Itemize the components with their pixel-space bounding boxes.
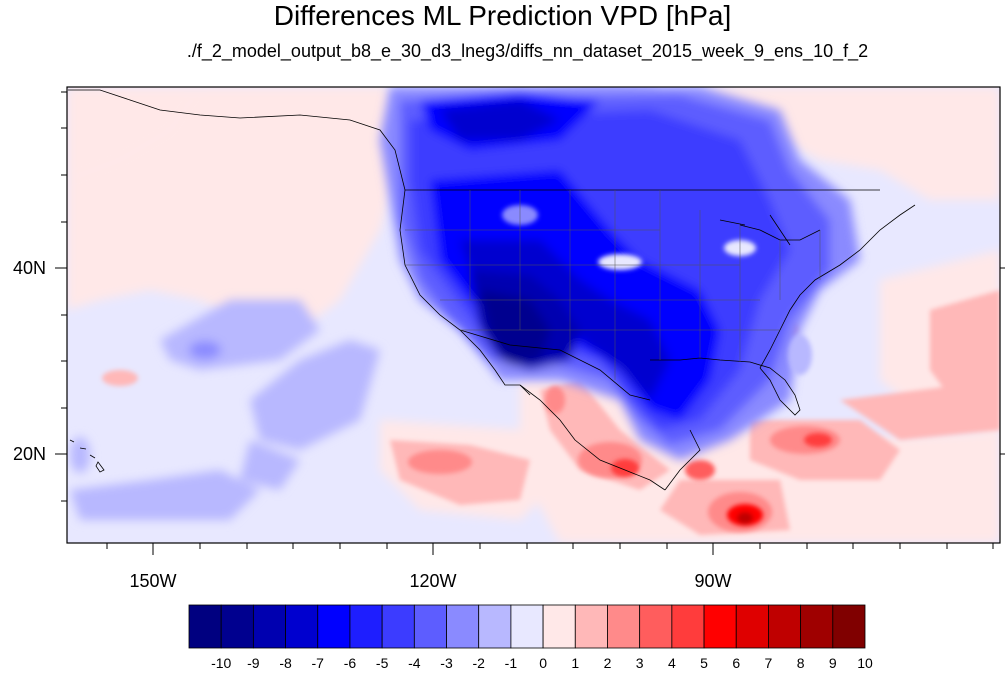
colorbar-swatch [542, 604, 576, 649]
colorbar-tick-label: -7 [311, 655, 324, 671]
colorbar-swatch [671, 604, 705, 649]
colorbar-tick-label: -10 [211, 655, 232, 671]
colorbar-swatch [574, 604, 608, 649]
colorbar-tick-label: 1 [571, 655, 580, 671]
colorbar-swatch [413, 604, 447, 649]
colorbar-tick-label: 5 [700, 655, 708, 671]
colorbar-swatch [510, 604, 544, 649]
colorbar-swatch [349, 604, 383, 649]
colorbar-tick-label: 0 [539, 655, 547, 671]
colorbar-tick-label: -2 [472, 655, 485, 671]
colorbar [188, 604, 866, 649]
colorbar-tick-label: 4 [667, 655, 676, 671]
colorbar-tick-label: 7 [764, 655, 773, 671]
colorbar-swatch [381, 604, 415, 649]
colorbar-tick-label: 10 [857, 655, 873, 671]
colorbar-tick-label: -6 [343, 655, 357, 671]
colorbar-swatch [639, 604, 673, 649]
colorbar-tick-label: -4 [408, 655, 421, 671]
colorbar-tick-label: 9 [828, 655, 837, 671]
hawaii-islands [69, 439, 105, 473]
colorbar-swatch [252, 604, 286, 649]
colorbar-swatch [832, 604, 866, 649]
lat-ticks [55, 91, 1005, 502]
colorbar-swatch [285, 604, 319, 649]
colorbar-swatch [607, 604, 641, 649]
colorbar-tick-label: -1 [504, 655, 518, 671]
colorbar-swatch [188, 604, 222, 649]
field-layer [67, 87, 1000, 543]
chart-subtitle: ./f_2_model_output_b8_e_30_d3_lneg3/diff… [186, 41, 869, 61]
colorbar-swatch [478, 604, 512, 649]
chart-title: Differences ML Prediction VPD [hPa] [273, 0, 732, 31]
colorbar-tick-label: -5 [375, 655, 389, 671]
colorbar-swatch [220, 604, 254, 649]
lat-label-40n: 40N [12, 258, 46, 278]
lon-label-120w: 120W [409, 571, 457, 591]
colorbar-swatch [317, 604, 351, 649]
lon-ticks [106, 543, 994, 555]
colorbar-tick-label: 2 [603, 655, 612, 671]
colorbar-swatch [768, 604, 802, 649]
colorbar-tick-label: 6 [732, 655, 741, 671]
coastlines [68, 89, 916, 491]
colorbar-tick-label: -8 [279, 655, 292, 671]
lon-label-150w: 150W [129, 571, 177, 591]
colorbar-tick-label: 3 [635, 655, 644, 671]
colorbar-tick-label: -9 [247, 655, 260, 671]
state-borders [405, 190, 821, 380]
colorbar-swatch [446, 604, 480, 649]
colorbar-swatch [703, 604, 737, 649]
colorbar-swatch [800, 604, 834, 649]
colorbar-tick-label: -3 [440, 655, 453, 671]
lon-label-90w: 90W [694, 571, 732, 591]
colorbar-swatch [735, 604, 769, 649]
colorbar-tick-label: 8 [796, 655, 805, 671]
lat-label-20n: 20N [12, 444, 46, 464]
